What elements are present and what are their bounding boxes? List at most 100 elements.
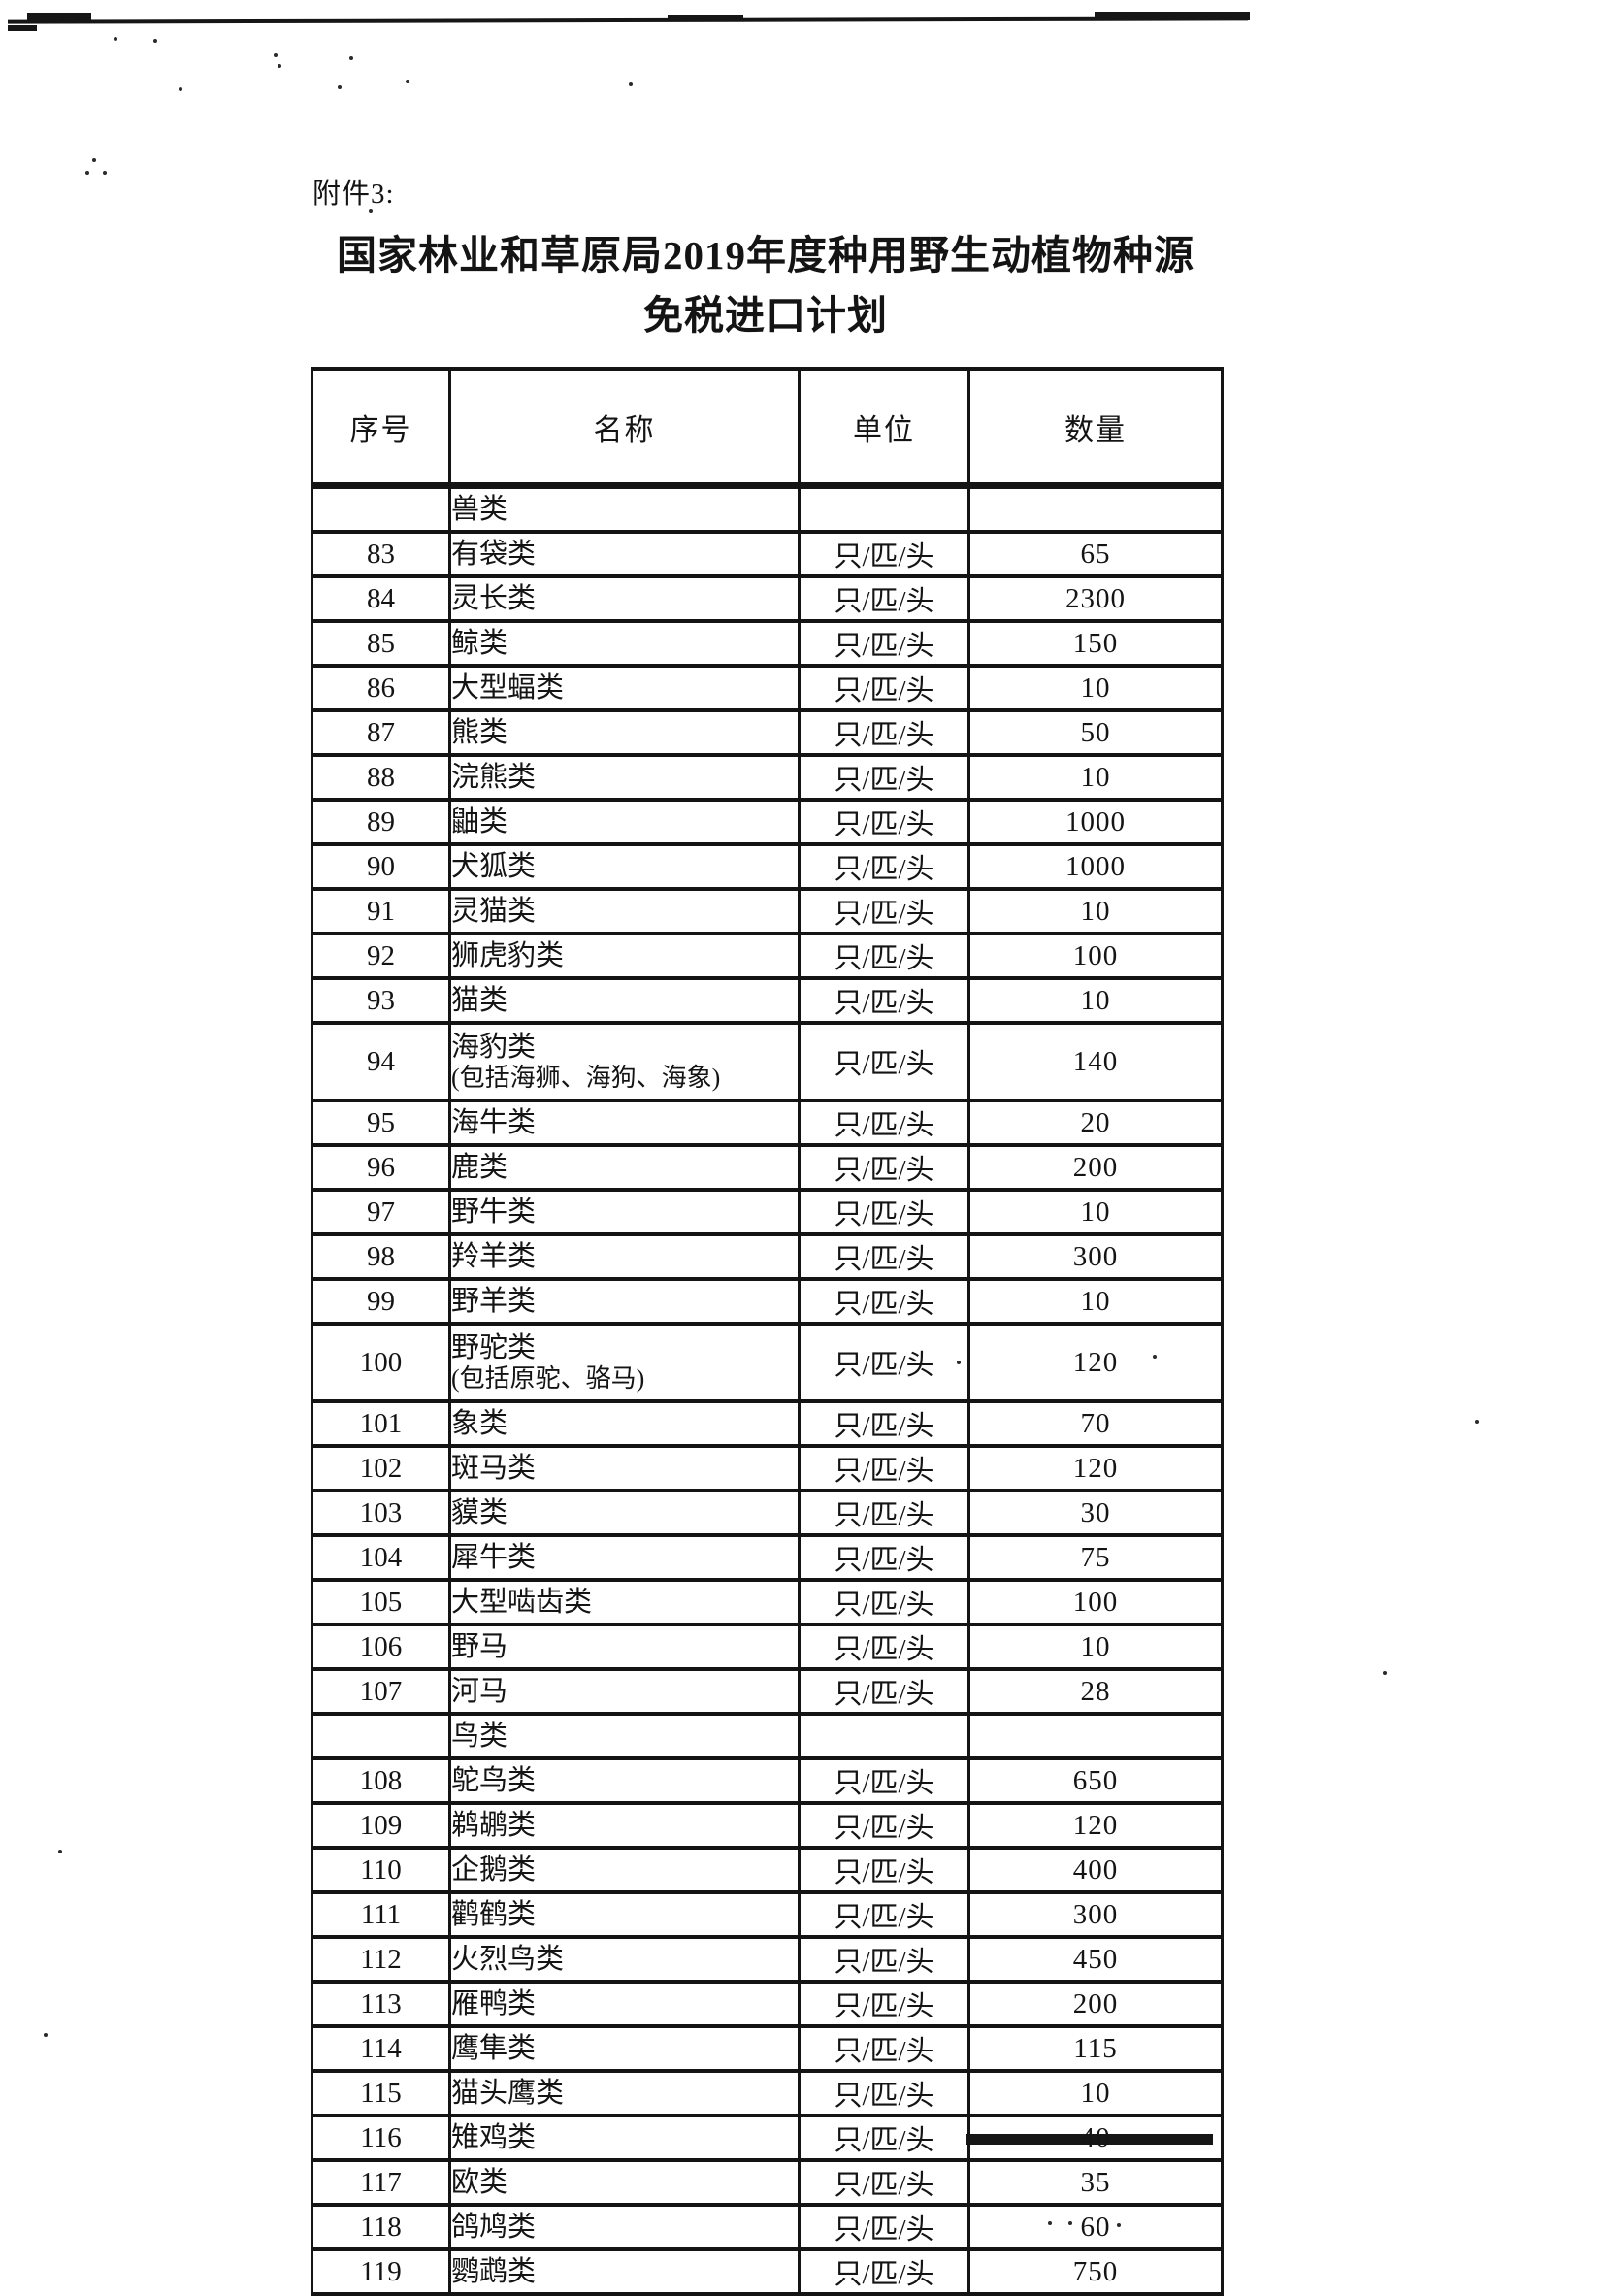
serial-number-cell: 92: [311, 932, 451, 980]
document-title-line2: 免税进口计划: [643, 293, 888, 338]
table-row: 88 浣熊类 只/匹/头 10: [311, 753, 1224, 802]
serial-number-cell: 89: [311, 798, 451, 846]
serial-number-cell: 106: [311, 1623, 451, 1671]
unit-cell: 只/匹/头: [798, 1846, 970, 1894]
table-row: 105 大型啮齿类 只/匹/头 100: [311, 1578, 1224, 1626]
unit-cell: 只/匹/头: [798, 1935, 970, 1984]
table-row: 101 象类 只/匹/头 70: [311, 1399, 1224, 1448]
serial-number-cell: 102: [311, 1444, 451, 1492]
name-cell: 野羊类: [448, 1277, 801, 1326]
serial-number-cell: 95: [311, 1099, 451, 1147]
serial-number-cell: 84: [311, 574, 451, 623]
unit-cell: [798, 483, 970, 534]
name-text: 企鹅类: [451, 1853, 537, 1886]
quantity-cell: 650: [967, 1756, 1224, 1805]
unit-cell: 只/匹/头: [798, 2203, 970, 2251]
quantity-cell: 30: [967, 1489, 1224, 1537]
unit-cell: 只/匹/头: [798, 1533, 970, 1582]
name-text: 貘类: [451, 1496, 508, 1528]
unit-cell: 只/匹/头: [798, 1188, 970, 1236]
quantity-cell: 60: [967, 2203, 1224, 2251]
name-text: 兽类: [451, 493, 508, 525]
table-row: 118 鸽鸠类 只/匹/头 60: [311, 2203, 1224, 2251]
unit-cell: 只/匹/头: [798, 1232, 970, 1281]
scan-speck: [1475, 1420, 1479, 1424]
table-row: 106 野马 只/匹/头 10: [311, 1623, 1224, 1671]
unit-cell: 只/匹/头: [798, 887, 970, 935]
table-row: 97 野牛类 只/匹/头 10: [311, 1188, 1224, 1236]
name-text: 鸽鸠类: [451, 2211, 537, 2243]
quantity-cell: 1000: [967, 842, 1224, 891]
name-cell: 灵长类: [448, 574, 801, 623]
name-cell: 河马: [448, 1667, 801, 1716]
name-cell: 野马: [448, 1623, 801, 1671]
quantity-cell: 300: [967, 1890, 1224, 1939]
serial-number-cell: 114: [311, 2024, 451, 2073]
quantity-cell: 150: [967, 619, 1224, 668]
table-row: 84 灵长类 只/匹/头 2300: [311, 574, 1224, 623]
name-cell: 象类: [448, 1399, 801, 1448]
serial-number-cell: 108: [311, 1756, 451, 1805]
unit-cell: 只/匹/头: [798, 2158, 970, 2207]
name-text: 鸟类: [451, 1720, 508, 1752]
unit-cell: 只/匹/头: [798, 2114, 970, 2162]
unit-cell: 只/匹/头: [798, 1099, 970, 1147]
quantity-cell: 120: [967, 1801, 1224, 1850]
scan-speck: [92, 158, 96, 162]
quantity-cell: 200: [967, 1980, 1224, 2028]
serial-number-cell: 93: [311, 976, 451, 1025]
name-cell: 大型蝠类: [448, 664, 801, 712]
serial-number-cell: 118: [311, 2203, 451, 2251]
name-cell: 灵猫类: [448, 887, 801, 935]
table-row: 89 鼬类 只/匹/头 1000: [311, 798, 1224, 846]
unit-cell: 只/匹/头: [798, 2024, 970, 2073]
name-cell: 犀牛类: [448, 1533, 801, 1582]
unit-cell: 只/匹/头: [798, 1667, 970, 1716]
header-quantity: 数量: [967, 367, 1224, 489]
name-text: 羚羊类: [451, 1240, 537, 1272]
serial-number-cell: [311, 1712, 451, 1760]
serial-number-cell: 88: [311, 753, 451, 802]
name-cell: 猫头鹰类: [448, 2069, 801, 2117]
name-text: 灵猫类: [451, 895, 537, 927]
serial-number-cell: 107: [311, 1667, 451, 1716]
quantity-cell: 50: [967, 708, 1224, 757]
scan-speck: [629, 82, 633, 86]
table-row: 113 雁鸭类 只/匹/头 200: [311, 1980, 1224, 2028]
serial-number-cell: 86: [311, 664, 451, 712]
serial-number-cell: 97: [311, 1188, 451, 1236]
name-text: 野牛类: [451, 1196, 537, 1228]
name-text: 有袋类: [451, 538, 537, 570]
unit-cell: [798, 1712, 970, 1760]
scan-speck: [338, 85, 342, 89]
scan-speck: [58, 1850, 62, 1853]
scan-speck: [1383, 1671, 1387, 1675]
scan-speck: [179, 87, 182, 91]
name-text: 雁鸭类: [451, 1987, 537, 2019]
name-cell: 鹰隼类: [448, 2024, 801, 2073]
name-text: 大型蝠类: [451, 672, 565, 704]
document-title-line1: 国家林业和草原局2019年度种用野生动植物种源: [337, 233, 1195, 278]
name-text: 海豹类: [451, 1031, 537, 1063]
table-header-row: 序号 名称 单位 数量: [311, 367, 1224, 489]
quantity-cell: 100: [967, 1578, 1224, 1626]
unit-cell: 只/匹/头: [798, 932, 970, 980]
name-cell: 兽类: [448, 483, 801, 534]
name-text: 欧类: [451, 2166, 508, 2198]
import-plan-table: 序号 名称 单位 数量 兽类 83 有袋类 只/匹/头 65 84 灵长类 只/匹/头 2300…: [311, 367, 1224, 2296]
name-cell: 大型啮齿类: [448, 1578, 801, 1626]
name-text: 猫头鹰类: [451, 2077, 565, 2109]
name-text: 犀牛类: [451, 1541, 537, 1573]
name-text: 鲸类: [451, 627, 508, 659]
serial-number-cell: 100: [311, 1322, 451, 1403]
scan-speck: [278, 64, 281, 68]
name-text: 鹿类: [451, 1151, 508, 1183]
name-cell: 鸟类: [448, 1712, 801, 1760]
document-title: 国家林业和草原局2019年度种用野生动植物种源 免税进口计划: [311, 225, 1221, 345]
table-row: 103 貘类 只/匹/头 30: [311, 1489, 1224, 1537]
table-row: 108 鸵鸟类 只/匹/头 650: [311, 1756, 1224, 1805]
name-text: 浣熊类: [451, 761, 537, 793]
table-row: 98 羚羊类 只/匹/头 300: [311, 1232, 1224, 1281]
unit-cell: 只/匹/头: [798, 1578, 970, 1626]
unit-cell: 只/匹/头: [798, 842, 970, 891]
